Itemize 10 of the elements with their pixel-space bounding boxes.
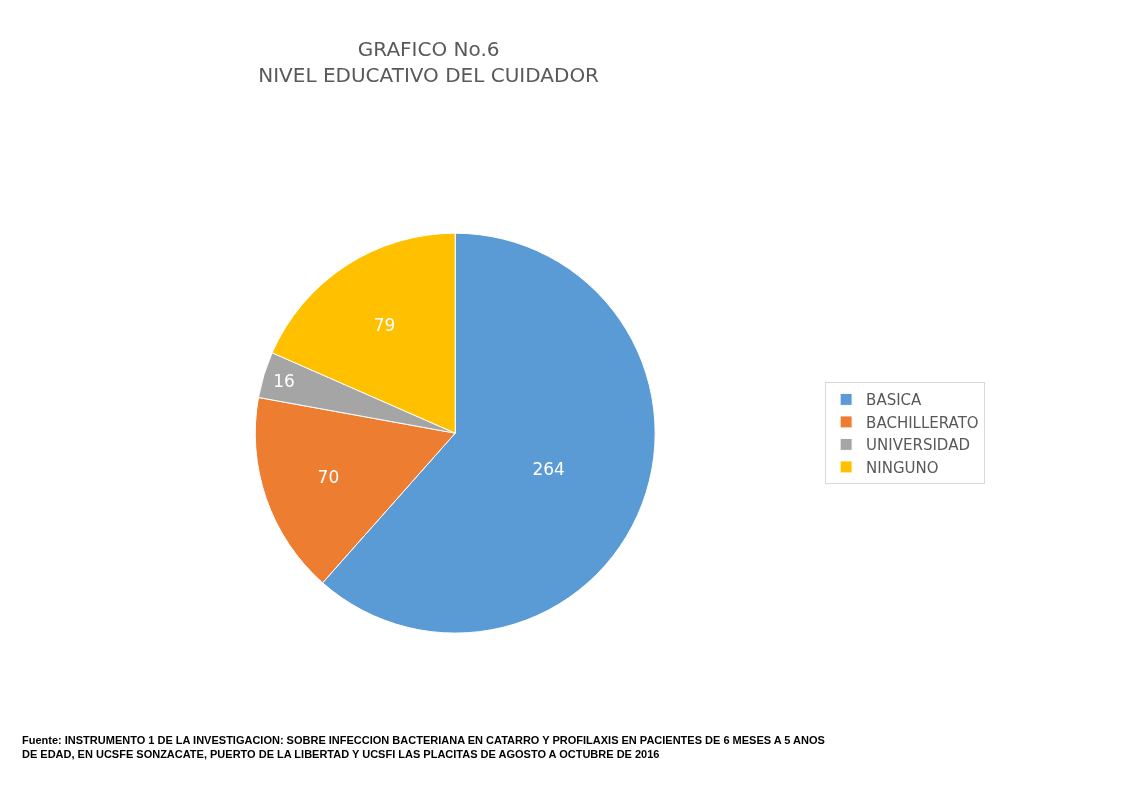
data-label: 79 xyxy=(373,314,396,335)
source-note: Fuente: INSTRUMENTO 1 DE LA INVESTIGACION: SOBRE INFECCION BACTERIANA EN CATARRO Y PROFILAXIS EN PACIENTES DE 6 MESES A 5 ANOS DE EDAD, EN UCSFE SONZACATE, PUERTO DE LA LIBERTAD Y UCSFI LAS PLACITAS DE AGOSTO A OCTUBRE DE 2016 xyxy=(22,734,825,761)
legend-label: NINGUNO xyxy=(866,458,939,477)
data-label: 264 xyxy=(532,458,565,479)
data-label: 70 xyxy=(317,467,340,488)
legend-label: UNIVERSIDAD xyxy=(866,436,970,455)
legend-label: BASICA xyxy=(866,391,923,410)
chart-title: GRAFICO No.6 NIVEL EDUCATIVO DEL CUIDADOR xyxy=(258,36,600,87)
data-label: 16 xyxy=(273,370,295,391)
legend-label: BACHILLERATO xyxy=(866,413,979,432)
